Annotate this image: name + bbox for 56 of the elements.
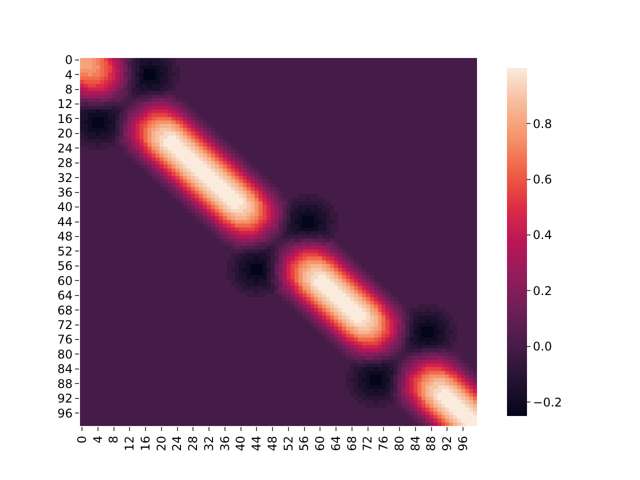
color-bar-label: 0.6 [532, 172, 552, 187]
x-tick-label: 32 [202, 436, 216, 452]
y-tick-label: 88 [57, 376, 73, 391]
y-tick-label: 28 [57, 156, 73, 170]
x-tick-label: 96 [456, 436, 470, 452]
x-tick-label: 24 [170, 436, 184, 452]
x-tick-label: 12 [122, 436, 137, 452]
y-tick-label: 68 [57, 303, 73, 318]
color-bar-label: 0.0 [532, 340, 552, 354]
y-tick-label: 12 [57, 97, 73, 112]
x-tick-label: 8 [106, 436, 121, 444]
y-tick-label: 4 [64, 68, 73, 82]
y-tick-label: 96 [57, 406, 73, 420]
x-tick-label: 56 [297, 436, 312, 452]
y-tick-label: 40 [57, 200, 73, 214]
x-tick-label: 4 [90, 436, 105, 444]
y-tick-label: 32 [57, 170, 73, 185]
y-tick-label: 24 [57, 141, 73, 156]
x-tick-label: 80 [392, 436, 406, 452]
x-tick-label: 40 [234, 436, 248, 452]
y-tick-label: 76 [57, 332, 73, 347]
x-tick-label: 60 [313, 436, 328, 452]
x-tick-label: 0 [74, 436, 89, 444]
color-bar-label: 0.4 [532, 228, 552, 242]
y-tick-label: 80 [57, 347, 73, 362]
color-bar-label: −0.2 [532, 395, 562, 410]
y-tick-label: 48 [57, 230, 73, 244]
x-tick-label: 64 [328, 436, 343, 452]
x-tick-label: 20 [154, 436, 168, 452]
y-tick-label: 0 [64, 53, 73, 68]
y-tick-label: 64 [57, 288, 73, 303]
y-tick-label: 52 [57, 244, 73, 258]
y-tick-label: 44 [57, 214, 73, 229]
y-tick-label: 16 [57, 112, 73, 126]
x-tick-label: 16 [138, 436, 152, 452]
x-tick-label: 92 [440, 436, 454, 452]
y-tick-label: 36 [57, 186, 73, 200]
y-tick-label: 72 [57, 318, 73, 332]
y-tick-label: 8 [64, 82, 73, 96]
y-tick-label: 84 [57, 362, 73, 376]
x-tick-label: 84 [408, 436, 422, 452]
color-bar-label: 0.8 [532, 116, 552, 131]
x-tick-label: 36 [218, 436, 232, 452]
x-tick-label: 44 [250, 436, 264, 452]
x-tick-label: 72 [360, 436, 375, 452]
y-tick-label: 56 [57, 259, 73, 274]
x-tick-label: 28 [186, 436, 200, 452]
x-tick-label: 68 [344, 436, 359, 452]
y-tick-label: 20 [57, 126, 73, 141]
x-tick-label: 88 [424, 436, 438, 452]
color-bar-label: 0.2 [532, 284, 552, 298]
y-tick-label: 60 [57, 274, 73, 288]
x-tick-label: 48 [265, 436, 280, 452]
y-tick-label: 92 [57, 392, 73, 406]
x-tick-label: 76 [376, 436, 391, 452]
x-tick-label: 52 [281, 436, 296, 452]
